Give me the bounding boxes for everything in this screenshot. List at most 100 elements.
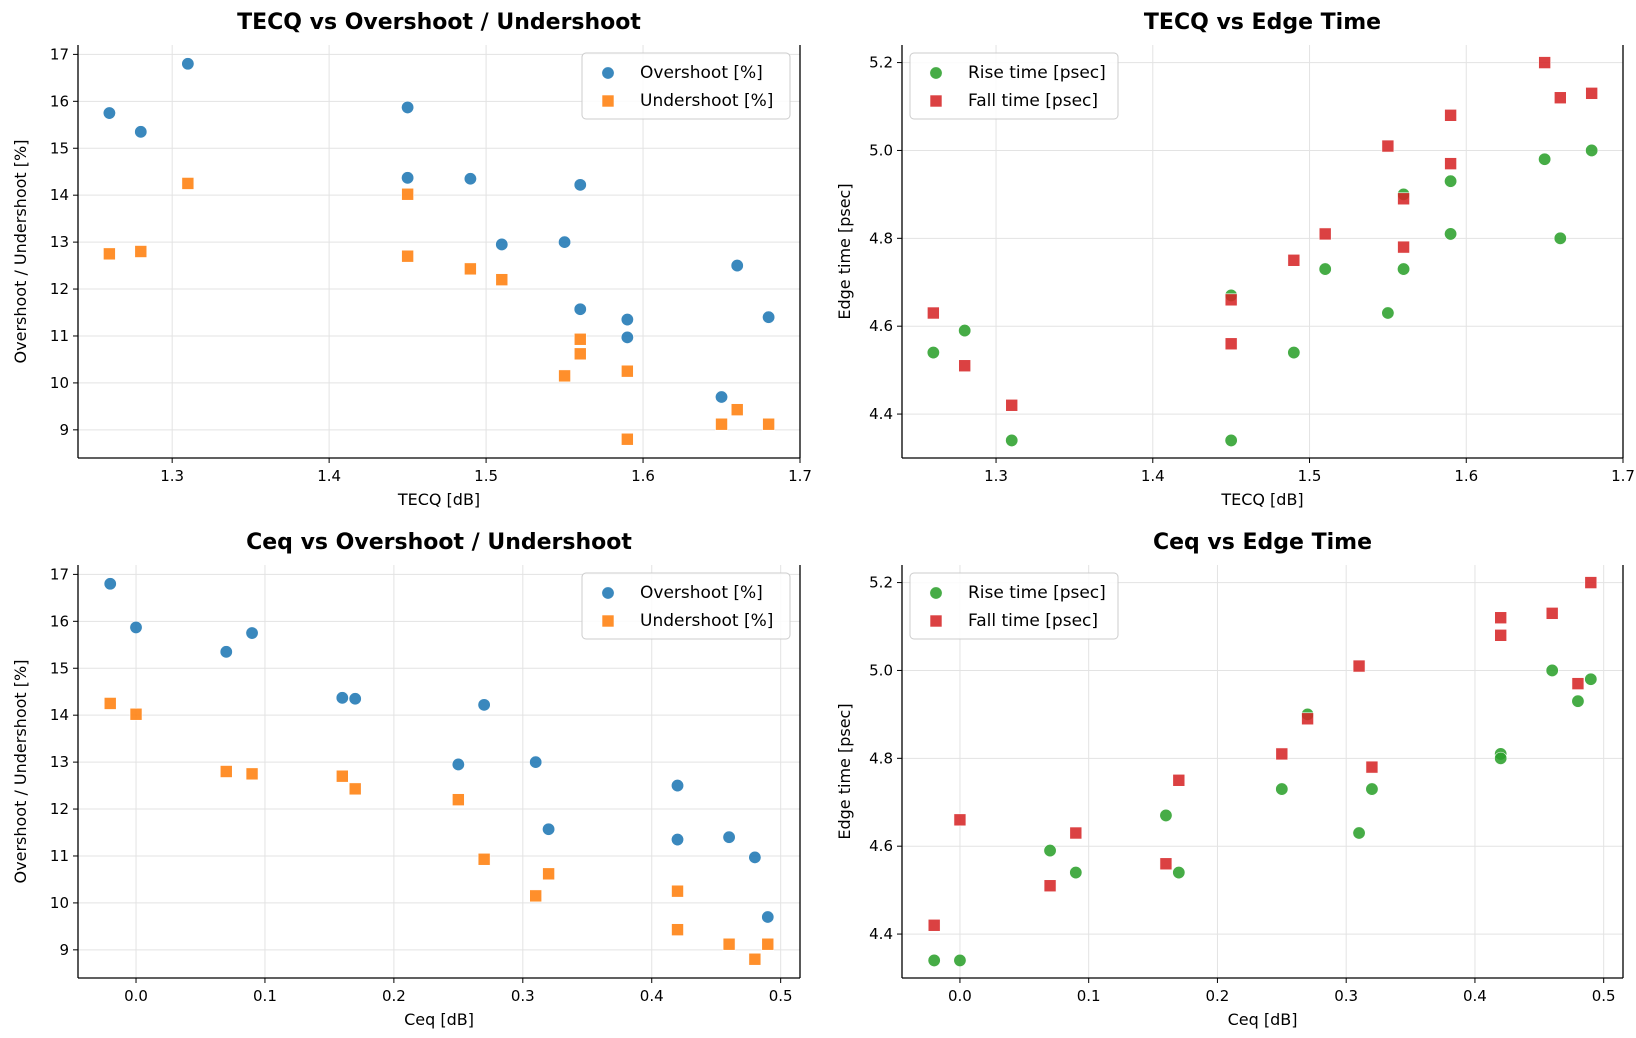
data-point — [542, 867, 555, 881]
data-point — [715, 390, 729, 404]
data-point — [219, 765, 233, 778]
legend: Overshoot [%] Undershoot [%] — [581, 572, 791, 640]
x-axis-label: TECQ [dB] — [397, 490, 480, 509]
data-point — [542, 822, 556, 836]
data-point — [134, 125, 148, 139]
data-point — [1224, 433, 1238, 447]
y-tick-label: 5.0 — [869, 661, 893, 679]
legend: Overshoot [%] Undershoot [%] — [581, 52, 791, 120]
data-point — [401, 187, 414, 201]
data-point — [451, 757, 465, 771]
x-tick-label: 1.3 — [160, 467, 184, 485]
data-point — [1172, 866, 1186, 880]
data-point — [1172, 773, 1186, 787]
data-point — [181, 177, 195, 190]
data-point — [1397, 240, 1410, 254]
y-tick-label: 13 — [50, 233, 69, 251]
data-point — [926, 346, 940, 360]
data-point — [1069, 866, 1083, 880]
data-point — [1584, 672, 1598, 686]
data-point — [495, 237, 509, 251]
data-point — [477, 852, 491, 866]
x-axis-label: Ceq [dB] — [1228, 1010, 1298, 1029]
data-point — [1444, 174, 1458, 188]
data-point — [927, 306, 940, 320]
data-point — [621, 432, 634, 446]
x-tick-label: 1.6 — [631, 467, 655, 485]
data-point — [1224, 293, 1238, 307]
data-point — [573, 302, 587, 316]
x-tick-label: 0.4 — [1463, 987, 1487, 1005]
data-point — [103, 247, 116, 261]
data-point — [761, 910, 775, 924]
data-point — [621, 364, 634, 378]
data-point — [1043, 879, 1057, 893]
data-point — [1585, 143, 1599, 157]
data-point — [671, 923, 684, 936]
legend-box — [581, 572, 791, 640]
data-point — [102, 106, 116, 120]
legend-label: Fall time [psec] — [968, 611, 1098, 631]
y-tick-label: 11 — [50, 327, 69, 345]
data-point — [1352, 659, 1366, 673]
data-point — [1545, 663, 1559, 677]
data-point — [748, 952, 762, 966]
series-2 — [103, 697, 775, 966]
data-point — [558, 235, 572, 249]
data-point — [348, 692, 362, 706]
y-tick-label: 4.4 — [869, 925, 893, 943]
subplot-4: 0.0 0.1 0.2 0.3 0.4 0.5 4.4 4.6 4.8 5.0 5.2 Ceq vs … — [835, 530, 1624, 1029]
data-point — [1287, 253, 1301, 267]
data-point — [1554, 91, 1567, 105]
legend-marker — [601, 66, 615, 80]
x-tick-label: 1.4 — [1141, 467, 1165, 485]
subplot-3: 0.0 0.1 0.2 0.3 0.4 0.5 9 10 11 12 13 14 15 16 17 Ceq v… — [11, 530, 801, 1029]
data-point — [129, 620, 143, 634]
data-point — [401, 249, 414, 263]
x-tick-label: 1.5 — [474, 467, 498, 485]
series-1 — [927, 663, 1598, 967]
data-point — [134, 245, 148, 258]
legend: Rise time [psec] Fall time [psec] — [909, 52, 1119, 120]
data-point — [495, 273, 509, 286]
data-point — [1287, 346, 1301, 360]
y-tick-label: 5.2 — [869, 574, 893, 592]
chart-title: TECQ vs Overshoot / Undershoot — [237, 10, 641, 35]
y-tick-label: 5.0 — [869, 141, 893, 159]
data-point — [573, 347, 587, 361]
data-point — [1352, 826, 1366, 840]
y-axis-label: Edge time [psec] — [835, 183, 854, 319]
legend-box — [909, 52, 1119, 120]
x-axis-label: Ceq [dB] — [404, 1010, 474, 1029]
data-point — [103, 697, 117, 710]
data-point — [1159, 808, 1173, 822]
data-point — [1365, 760, 1379, 774]
data-point — [1224, 337, 1238, 351]
legend-box — [581, 52, 791, 120]
x-tick-label: 0.2 — [1206, 987, 1230, 1005]
data-point — [452, 793, 465, 806]
x-tick-label: 0.5 — [769, 987, 793, 1005]
data-point — [1494, 611, 1507, 625]
data-point — [401, 171, 415, 185]
legend-label: Undershoot [%] — [640, 611, 773, 631]
x-tick-label: 0.3 — [1334, 987, 1358, 1005]
legend-label: Overshoot [%] — [640, 583, 763, 603]
chart-title: Ceq vs Overshoot / Undershoot — [246, 530, 632, 555]
x-tick-label: 1.7 — [788, 467, 812, 485]
legend-label: Fall time [psec] — [968, 91, 1098, 111]
legend-marker — [929, 586, 943, 600]
data-point — [477, 698, 491, 712]
x-tick-label: 0.2 — [382, 987, 406, 1005]
data-point — [529, 755, 543, 769]
x-tick-label: 0.3 — [511, 987, 535, 1005]
y-tick-label: 12 — [50, 280, 69, 298]
data-point — [620, 313, 634, 327]
series-1 — [926, 143, 1599, 447]
chart-title: Ceq vs Edge Time — [1153, 530, 1372, 555]
data-point — [1043, 844, 1057, 858]
y-axis-label: Edge time [psec] — [835, 703, 854, 839]
data-point — [762, 417, 775, 431]
y-tick-label: 15 — [50, 659, 69, 677]
